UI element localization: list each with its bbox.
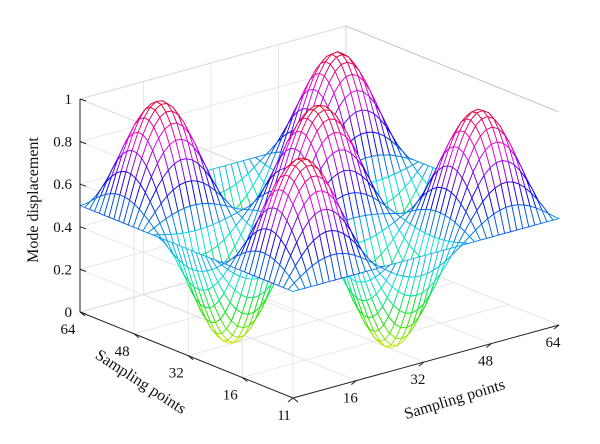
x-tick <box>287 397 294 403</box>
box-edge <box>345 25 560 113</box>
x-tick-label: 64 <box>546 335 562 351</box>
x-tick <box>553 324 560 330</box>
z-tick-label: 0.8 <box>53 135 72 151</box>
z-axis-label: Mode displacement <box>25 137 42 263</box>
x-tick <box>486 343 492 348</box>
y-tick-label: 16 <box>223 388 239 404</box>
x-tick-label: 48 <box>478 354 493 370</box>
z-tick <box>79 183 87 187</box>
y-tick <box>187 355 194 361</box>
y-axis-label: Sampling points <box>92 347 189 418</box>
z-tick-label: 0.2 <box>53 262 72 278</box>
z-tick <box>79 141 87 145</box>
x-tick-label: 32 <box>410 372 425 388</box>
z-tick-label: 1 <box>65 92 73 108</box>
z-tick <box>79 226 87 230</box>
z-tick <box>79 98 87 102</box>
z-tick <box>79 268 87 272</box>
y-tick-label: 1 <box>277 408 285 424</box>
x-tick <box>351 380 357 386</box>
z-tick-label: 0.6 <box>53 177 72 193</box>
axes-box-front <box>79 98 560 403</box>
grid-line <box>242 304 509 378</box>
mesh-cell <box>287 282 300 292</box>
y-tick-label: 32 <box>169 366 184 382</box>
z-tick-label: 0 <box>65 305 73 321</box>
y-tick <box>79 311 86 317</box>
grid-line <box>79 25 347 100</box>
x-tick-label: 16 <box>343 391 359 407</box>
y-tick <box>133 333 140 339</box>
z-tick-label: 0.4 <box>53 220 72 236</box>
y-tick-label: 64 <box>61 322 77 338</box>
y-tick <box>241 377 248 382</box>
y-tick-label: 48 <box>115 344 130 360</box>
grid-line <box>143 294 357 381</box>
y-tick <box>292 397 299 403</box>
x-tick <box>418 361 425 367</box>
surface-mesh <box>79 51 560 348</box>
y-axis-line <box>79 311 294 399</box>
x-axis-line <box>292 324 560 399</box>
grid-line <box>79 68 347 142</box>
x-tick-label: 1 <box>283 408 291 424</box>
